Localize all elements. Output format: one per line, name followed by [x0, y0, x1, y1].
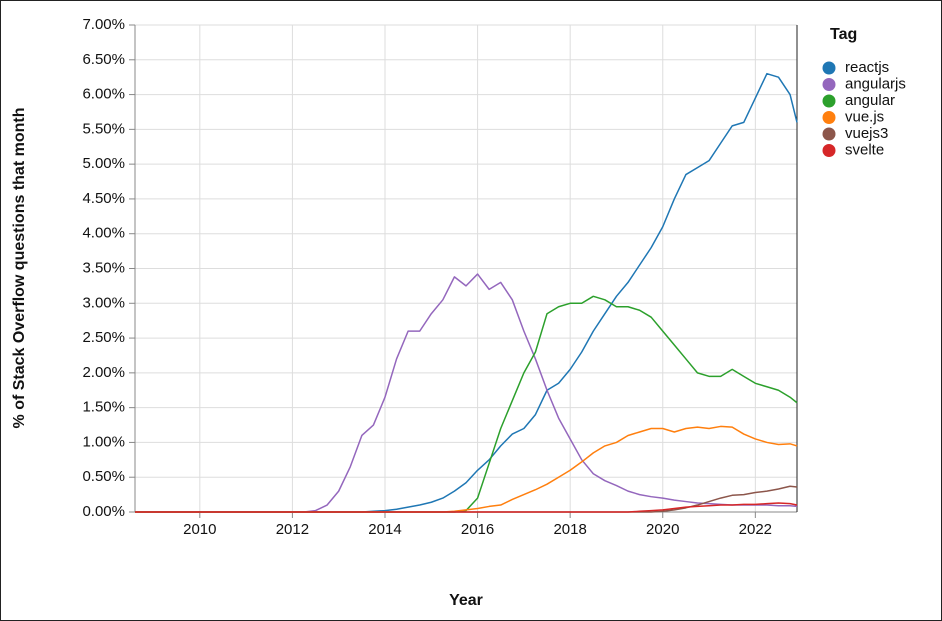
legend-swatch	[822, 61, 836, 75]
y-tick-label: 2.00%	[82, 364, 125, 381]
y-tick-label: 6.00%	[82, 86, 125, 103]
legend-label: angular	[845, 92, 895, 109]
y-tick-label: 3.00%	[82, 294, 125, 311]
legend-label: vuejs3	[845, 125, 888, 142]
y-tick-label: 2.50%	[82, 329, 125, 346]
legend-swatch	[822, 144, 836, 157]
y-tick-label: 4.50%	[82, 190, 125, 207]
x-tick-label: 2016	[461, 521, 494, 538]
series-line	[135, 273, 798, 513]
y-axis-title: % of Stack Overflow questions that month	[11, 108, 28, 429]
legend-label: vue.js	[845, 108, 884, 125]
legend-label: angularjs	[845, 75, 906, 92]
legend-swatch	[822, 111, 836, 124]
legend-swatch	[822, 94, 836, 108]
y-tick-label: 5.00%	[82, 155, 125, 172]
legend-label: svelte	[845, 141, 884, 158]
x-tick-label: 2020	[646, 521, 679, 538]
y-tick-label: 1.00%	[82, 433, 125, 450]
y-tick-label: 0.00%	[82, 503, 125, 520]
legend-swatch	[822, 127, 836, 141]
y-tick-label: 5.50%	[82, 120, 125, 137]
y-tick-label: 0.50%	[82, 468, 125, 485]
series-line	[135, 502, 798, 513]
y-tick-label: 3.50%	[82, 259, 125, 276]
y-tick-label: 4.00%	[82, 225, 125, 242]
y-tick-label: 7.00%	[82, 16, 125, 33]
legend-label: reactjs	[845, 59, 889, 76]
x-tick-label: 2014	[368, 521, 401, 538]
x-axis-title: Year	[449, 592, 483, 609]
x-tick-label: 2022	[739, 521, 772, 538]
legend-swatch	[822, 78, 836, 91]
x-tick-label: 2010	[183, 521, 216, 538]
y-tick-label: 6.50%	[82, 51, 125, 68]
y-tick-label: 1.50%	[82, 399, 125, 416]
legend-title: Tag	[830, 26, 857, 43]
x-tick-label: 2012	[276, 521, 309, 538]
x-tick-label: 2018	[553, 521, 586, 538]
